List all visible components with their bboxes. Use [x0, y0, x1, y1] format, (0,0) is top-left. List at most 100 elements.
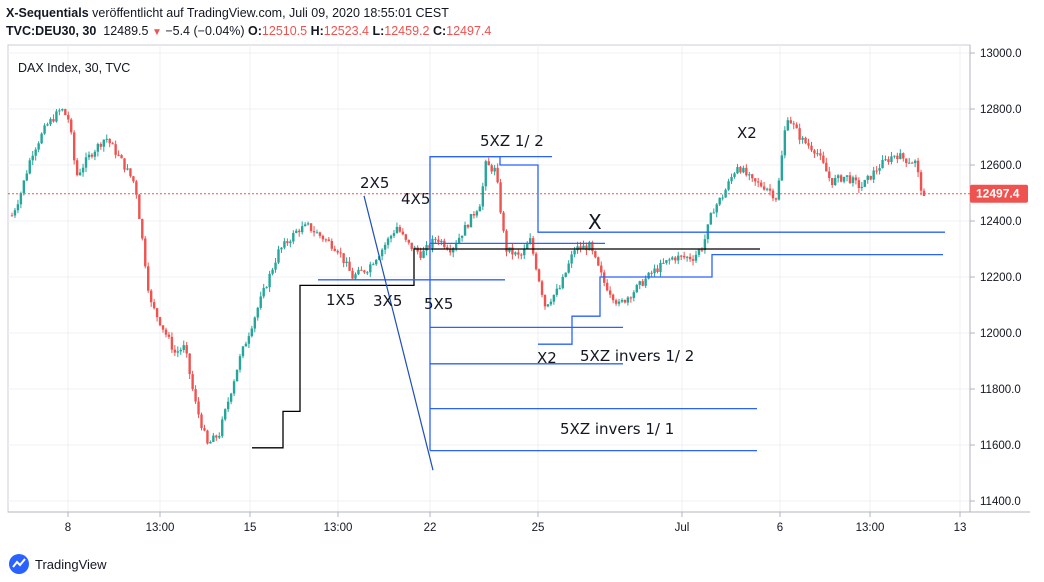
candle-body	[422, 250, 425, 258]
candle-body	[875, 170, 878, 172]
candle-body	[114, 144, 117, 155]
candle-body	[588, 242, 591, 251]
header-line-2: TVC:DEU30, 30 12489.5 ▼ −5.4 (−0.04%) O:…	[6, 22, 491, 42]
last-price-value: 12497.4	[976, 187, 1020, 201]
candle-body	[357, 269, 360, 275]
candle-body	[842, 176, 846, 182]
tradingview-logo[interactable]: TradingView	[8, 553, 107, 575]
candle-body	[786, 120, 790, 131]
author-name[interactable]: X-Sequentials	[6, 6, 89, 20]
publish-info: veröffentlicht auf TradingView.com, Juli…	[88, 6, 449, 20]
candle-body	[531, 238, 535, 254]
candle-body	[848, 175, 852, 183]
candle-body	[34, 149, 37, 156]
candle-body	[215, 435, 218, 438]
candle-body	[407, 239, 410, 243]
candle-body	[413, 247, 416, 249]
candle-body	[540, 281, 544, 295]
candle-body	[111, 143, 114, 145]
candle-body	[813, 150, 816, 154]
candles	[10, 108, 926, 445]
candle-body	[209, 441, 212, 444]
annotation-label: 5XZ invers 1/ 2	[580, 347, 694, 365]
candle-body	[502, 212, 505, 231]
candle-body	[67, 115, 70, 120]
candle-body	[478, 206, 482, 212]
candle-body	[694, 254, 698, 261]
candle-body	[756, 181, 760, 183]
candle-body	[466, 224, 470, 228]
candle-body	[345, 261, 348, 263]
candle-body	[123, 158, 126, 170]
candle-body	[620, 299, 624, 302]
candle-body	[375, 259, 378, 265]
candle-body	[58, 110, 61, 112]
candle-body	[351, 270, 354, 279]
candle-body	[576, 246, 579, 251]
candle-body	[138, 194, 141, 220]
candle-body	[902, 153, 905, 159]
candle-body	[197, 401, 200, 415]
candle-body	[487, 161, 490, 166]
price-axis: 13000.0 12800.0 12600.0 12400.0 12200.0 12000…	[970, 48, 1022, 508]
candle-body	[348, 261, 351, 271]
candle-body	[839, 175, 843, 182]
candle-body	[896, 155, 899, 160]
candle-body	[283, 241, 286, 248]
y-tick-label: 12000.0	[980, 328, 1022, 340]
candle-body	[410, 242, 413, 249]
candle-body	[798, 128, 801, 140]
candle-body	[647, 272, 650, 279]
candle-body	[552, 294, 556, 302]
candle-body	[10, 215, 14, 217]
candle-body	[863, 179, 866, 187]
drawings	[252, 155, 945, 471]
x-tick-label: 6	[777, 522, 783, 534]
candle-body	[309, 223, 313, 231]
candle-body	[558, 288, 561, 290]
candle-body	[72, 132, 76, 161]
candle-body	[126, 168, 129, 170]
candle-body	[543, 294, 547, 307]
candle-body	[650, 272, 653, 274]
y-tick-label: 12400.0	[980, 216, 1022, 228]
candle-body	[223, 409, 227, 420]
candle-body	[656, 268, 659, 272]
candle-body	[795, 124, 798, 129]
candle-body	[40, 133, 43, 144]
brand-name: TradingView	[35, 556, 107, 572]
candle-body	[709, 213, 713, 225]
candle-body	[857, 180, 861, 188]
candle-body	[523, 248, 526, 256]
candle-body	[395, 226, 399, 234]
annotation-label: 3X5	[373, 292, 402, 310]
down-triangle-icon: ▼	[151, 27, 162, 38]
candle-body	[383, 244, 387, 250]
candle-body	[324, 239, 328, 241]
candle-body	[380, 249, 384, 257]
candle-body	[825, 162, 828, 172]
x-tick-label: 25	[532, 522, 545, 534]
candle-body	[594, 251, 597, 258]
symbol-label: TVC:DEU30, 30	[6, 24, 97, 38]
candle-body	[392, 233, 396, 236]
candle-body	[253, 317, 257, 329]
candle-body	[164, 329, 168, 335]
candle-body	[899, 153, 902, 160]
candle-body	[135, 181, 138, 195]
candle-body	[108, 138, 111, 144]
candle-body	[389, 235, 393, 239]
candle-body	[881, 159, 884, 169]
grid	[8, 45, 970, 512]
candle-body	[333, 248, 336, 251]
x-tick-label: Jul	[675, 522, 690, 534]
candle-body	[434, 238, 437, 240]
candle-body	[16, 204, 20, 211]
candle-body	[635, 284, 638, 293]
candle-body	[61, 109, 64, 111]
candle-body	[913, 160, 917, 164]
candle-body	[887, 159, 890, 162]
candle-body	[206, 430, 209, 444]
candle-body	[591, 242, 594, 252]
